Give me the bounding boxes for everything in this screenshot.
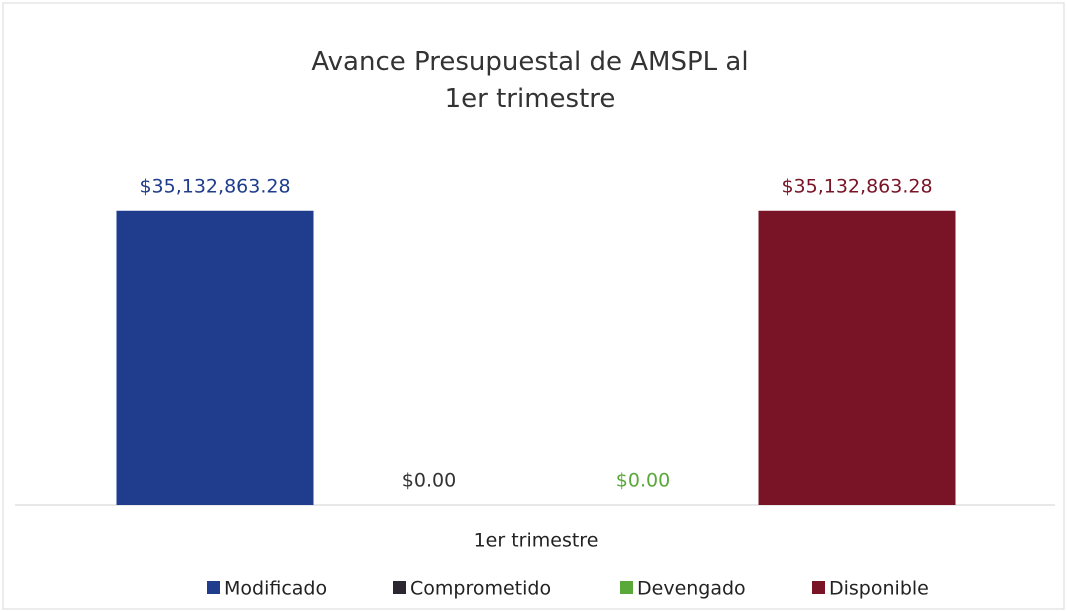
- data-label: $0.00: [616, 470, 670, 492]
- data-label: $35,132,863.28: [781, 175, 932, 197]
- chart-title: Avance Presupuestal de AMSPL al 1er trim…: [311, 47, 749, 114]
- legend-swatch: [812, 581, 825, 594]
- bar: [758, 210, 956, 505]
- legend-label: Devengado: [637, 578, 746, 600]
- data-label: $35,132,863.28: [139, 175, 290, 197]
- data-label: $0.00: [402, 470, 456, 492]
- legend-label: Modificado: [224, 578, 327, 600]
- x-tick-label: 1er trimestre: [474, 530, 599, 552]
- legend-swatch: [207, 581, 220, 594]
- legend-label: Disponible: [829, 578, 929, 600]
- legend-label: Comprometido: [410, 578, 551, 600]
- bar: [116, 210, 314, 505]
- legend-swatch: [393, 581, 406, 594]
- legend-swatch: [620, 581, 633, 594]
